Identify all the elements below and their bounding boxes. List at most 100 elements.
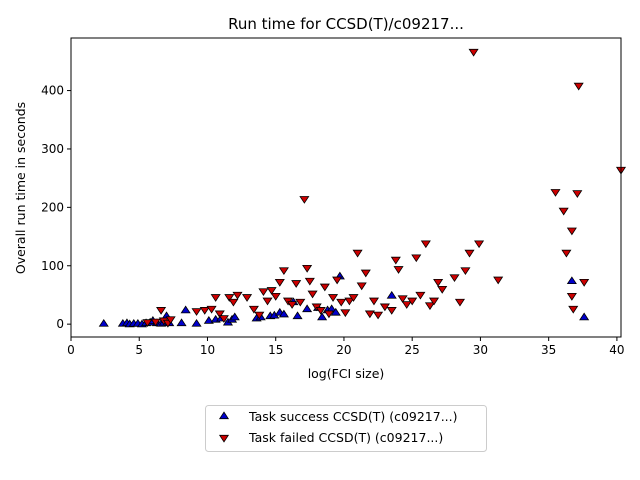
data-point bbox=[336, 298, 347, 307]
data-point bbox=[407, 297, 418, 306]
legend-frame bbox=[205, 405, 487, 452]
data-point bbox=[302, 304, 313, 313]
data-point bbox=[232, 291, 243, 300]
data-point bbox=[397, 295, 408, 304]
data-point bbox=[550, 189, 561, 197]
data-point bbox=[191, 308, 202, 316]
data-point bbox=[420, 240, 431, 249]
data-point bbox=[330, 307, 341, 316]
data-point bbox=[254, 311, 265, 320]
x-tick-label: 15 bbox=[268, 343, 283, 357]
y-tick-label: 300 bbox=[41, 142, 64, 156]
data-point bbox=[295, 298, 306, 307]
x-tick-label: 40 bbox=[609, 343, 624, 357]
x-tick-label: 10 bbox=[200, 343, 215, 357]
data-point bbox=[307, 290, 318, 299]
x-tick-label: 20 bbox=[336, 343, 351, 357]
data-point bbox=[323, 310, 334, 319]
data-point bbox=[464, 249, 475, 258]
data-point bbox=[568, 305, 579, 314]
data-point bbox=[214, 310, 225, 319]
data-point bbox=[386, 290, 397, 299]
data-point bbox=[561, 249, 572, 258]
data-point bbox=[266, 287, 277, 295]
data-point bbox=[360, 269, 371, 278]
y-tick-label: 400 bbox=[41, 84, 64, 98]
x-tick-label: 25 bbox=[405, 343, 420, 357]
y-axis-label: Overall run time in seconds bbox=[13, 102, 28, 274]
data-point bbox=[433, 278, 444, 287]
data-point bbox=[270, 293, 281, 301]
data-point bbox=[327, 294, 339, 302]
data-point bbox=[348, 294, 359, 302]
data-point bbox=[356, 282, 367, 291]
data-point bbox=[572, 190, 583, 198]
legend-marker-shape bbox=[218, 434, 230, 443]
y-tick-label: 100 bbox=[41, 259, 64, 273]
data-point bbox=[274, 278, 285, 287]
data-point bbox=[228, 298, 239, 307]
x-tick-label: 30 bbox=[473, 343, 488, 357]
data-point bbox=[340, 309, 351, 318]
data-point bbox=[248, 305, 259, 314]
y-axis: 0 100 200 300 400 bbox=[41, 84, 71, 331]
data-point bbox=[579, 312, 590, 321]
data-points bbox=[98, 48, 627, 328]
data-point bbox=[573, 82, 584, 91]
data-point bbox=[579, 278, 590, 287]
x-tick-label: 0 bbox=[67, 343, 75, 357]
data-point bbox=[199, 307, 210, 315]
data-point bbox=[460, 267, 471, 276]
y-tick-label: 200 bbox=[41, 200, 64, 214]
data-point bbox=[344, 297, 355, 306]
data-point bbox=[390, 256, 401, 265]
data-point bbox=[210, 294, 221, 302]
data-point bbox=[401, 301, 412, 309]
data-point bbox=[142, 319, 153, 328]
legend-marker-success bbox=[218, 411, 230, 420]
data-point bbox=[386, 307, 397, 315]
data-point bbox=[566, 227, 577, 236]
data-point bbox=[165, 316, 176, 325]
data-point bbox=[98, 318, 109, 327]
x-axis: 0 5 10 15 20 25 30 35 40 bbox=[67, 337, 625, 357]
data-point bbox=[424, 302, 435, 311]
data-point bbox=[315, 307, 326, 315]
data-point bbox=[373, 311, 384, 320]
data-point bbox=[156, 307, 167, 315]
data-point bbox=[299, 196, 310, 204]
data-point bbox=[393, 266, 404, 274]
data-point bbox=[368, 297, 380, 306]
data-point bbox=[176, 318, 187, 327]
data-point bbox=[411, 254, 422, 263]
data-point bbox=[474, 240, 485, 249]
y-tick-label: 0 bbox=[56, 317, 64, 331]
legend-marker-failed bbox=[218, 434, 230, 443]
plot-frame bbox=[70, 37, 622, 338]
data-point bbox=[291, 280, 302, 288]
legend: Task success CCSD(T) (c09217...) Task fa… bbox=[205, 405, 487, 452]
data-point bbox=[454, 298, 465, 307]
data-point bbox=[218, 315, 229, 323]
data-point bbox=[449, 274, 460, 283]
data-point bbox=[302, 264, 313, 273]
data-point bbox=[150, 318, 161, 327]
data-point bbox=[287, 301, 298, 309]
data-point bbox=[437, 286, 448, 294]
data-point bbox=[224, 294, 235, 302]
data-point bbox=[566, 276, 577, 285]
legend-marker-shape bbox=[218, 411, 230, 420]
data-point bbox=[206, 305, 217, 314]
data-point bbox=[304, 277, 315, 286]
data-point bbox=[332, 276, 343, 285]
data-point bbox=[262, 297, 273, 306]
data-point bbox=[292, 311, 303, 320]
data-point bbox=[493, 276, 504, 285]
data-point bbox=[242, 294, 253, 302]
data-point bbox=[352, 249, 363, 258]
legend-label-failed: Task failed CCSD(T) (c09217...) bbox=[248, 430, 443, 445]
data-point bbox=[317, 312, 328, 321]
legend-label-success: Task success CCSD(T) (c09217...) bbox=[248, 409, 458, 424]
